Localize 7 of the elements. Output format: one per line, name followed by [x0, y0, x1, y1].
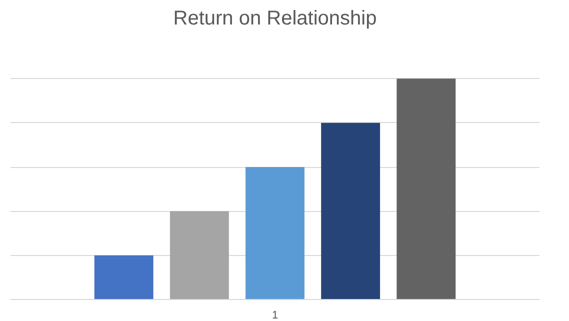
bar: [321, 122, 380, 300]
bar: [170, 211, 229, 300]
x-tick-label: 1: [272, 310, 278, 321]
chart-title: Return on Relationship: [173, 8, 377, 30]
bar: [246, 167, 304, 300]
bar: [396, 78, 456, 300]
bar: [94, 255, 154, 300]
